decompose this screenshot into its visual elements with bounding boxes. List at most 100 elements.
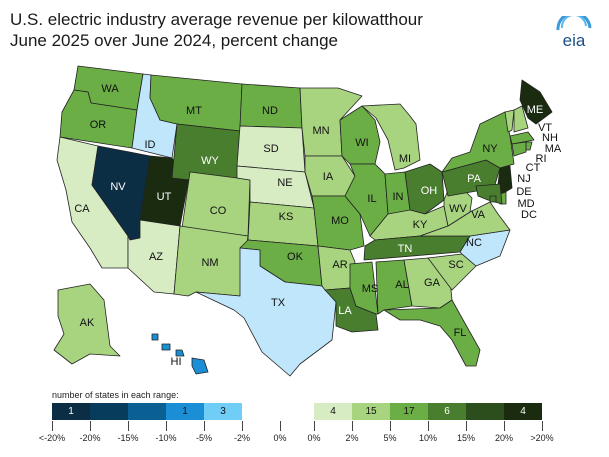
state-co — [181, 171, 251, 237]
legend-tick-mark — [504, 421, 505, 431]
state-label-nd: ND — [262, 105, 278, 117]
legend-tick-label: 0% — [273, 433, 287, 443]
legend-tick-mark — [314, 421, 315, 431]
legend-tick-label: -10% — [155, 433, 177, 443]
state-label-fl: FL — [454, 327, 467, 339]
legend-tick-mark — [166, 421, 167, 431]
state-label-la: LA — [338, 305, 352, 317]
state-label-dc: DC — [521, 209, 537, 221]
legend-box-3: 1 — [166, 403, 204, 420]
eia-logo: eia — [556, 16, 592, 50]
legend-box-6: 15 — [352, 403, 390, 420]
legend-box-1 — [90, 403, 128, 420]
map-title-line1: U.S. electric industry average revenue p… — [10, 10, 423, 29]
state-tx — [195, 247, 337, 377]
state-label-ia: IA — [323, 171, 334, 183]
legend-tick-mark — [466, 421, 467, 431]
legend-box-2 — [128, 403, 166, 420]
state-dc — [489, 195, 497, 203]
state-ks — [247, 201, 319, 247]
state-ma — [509, 131, 535, 145]
state-label-ky: KY — [413, 219, 428, 231]
state-label-ny: NY — [482, 143, 498, 155]
legend-tick-mark — [204, 421, 205, 431]
state-label-vt: VT — [538, 122, 552, 134]
state-al — [375, 259, 413, 315]
state-label-ak: AK — [80, 317, 95, 329]
state-nj — [497, 165, 513, 195]
legend-tick-label: 15% — [456, 433, 476, 443]
legend-box-5: 4 — [314, 403, 352, 420]
legend-tick-mark — [280, 421, 281, 431]
legend-tick-label: 0% — [307, 433, 321, 443]
legend-tick-label: >20% — [530, 433, 554, 443]
state-label-ct: CT — [526, 162, 541, 174]
state-label-sc: SC — [448, 259, 463, 271]
legend-tick-label: 10% — [418, 433, 438, 443]
state-ct — [511, 141, 527, 157]
legend-tick-label: 5% — [383, 433, 397, 443]
state-label-wy: WY — [201, 155, 219, 167]
state-label-nh: NH — [542, 132, 558, 144]
state-label-wv: WV — [449, 203, 467, 215]
state-label-az: AZ — [149, 251, 163, 263]
state-label-md: MD — [517, 198, 534, 210]
state-fl — [383, 299, 481, 367]
state-label-oh: OH — [421, 185, 438, 197]
legend-tick-mark — [542, 421, 543, 431]
state-mi — [361, 103, 421, 171]
state-label-sd: SD — [263, 143, 278, 155]
legend-tick-mark — [428, 421, 429, 431]
state-label-or: OR — [90, 119, 107, 131]
state-label-tn: TN — [398, 243, 413, 255]
state-label-co: CO — [210, 205, 227, 217]
state-label-ga: GA — [424, 277, 441, 289]
logo-text: eia — [563, 31, 586, 50]
state-ms — [349, 261, 379, 315]
legend-tick-label: -2% — [233, 433, 251, 443]
legend-tick-mark — [390, 421, 391, 431]
state-label-nc: NC — [466, 237, 482, 249]
state-label-wi: WI — [355, 137, 368, 149]
state-label-mt: MT — [186, 105, 202, 117]
state-label-ut: UT — [157, 191, 172, 203]
state-ak — [53, 283, 121, 365]
state-label-nv: NV — [110, 181, 126, 193]
state-label-il: IL — [367, 193, 376, 205]
legend-tick-label: -15% — [117, 433, 139, 443]
legend-tick-mark — [52, 421, 53, 431]
map-title-line2: June 2025 over June 2024, percent change — [10, 31, 338, 50]
legend-tick-label: 20% — [494, 433, 514, 443]
state-label-ms: MS — [362, 283, 379, 295]
state-label-ks: KS — [279, 211, 294, 223]
state-label-pa: PA — [467, 173, 482, 185]
legend-title: number of states in each range: — [52, 390, 179, 400]
state-label-mn: MN — [312, 125, 329, 137]
state-label-mo: MO — [331, 215, 349, 227]
state-md — [475, 183, 503, 205]
legend-tick-label: -5% — [195, 433, 213, 443]
state-label-in: IN — [393, 191, 404, 203]
legend-tick-label: <-20% — [38, 433, 66, 443]
state-label-nm: NM — [201, 257, 218, 269]
state-ri — [525, 141, 533, 151]
state-label-ne: NE — [277, 177, 292, 189]
state-label-id: ID — [145, 139, 156, 151]
legend-tick-mark — [352, 421, 353, 431]
legend-tick-label: 2% — [345, 433, 359, 443]
state-label-ca: CA — [74, 203, 90, 215]
state-me — [519, 79, 553, 125]
state-label-ma: MA — [545, 143, 562, 155]
state-label-al: AL — [395, 279, 408, 291]
legend-box-0: 1 — [52, 403, 90, 420]
state-label-ri: RI — [536, 153, 547, 165]
state-label-va: VA — [471, 209, 486, 221]
legend-tick-mark — [128, 421, 129, 431]
legend-box-7: 17 — [390, 403, 428, 420]
state-label-hi: HI — [171, 356, 182, 368]
state-label-nj: NJ — [517, 173, 530, 185]
state-vt — [504, 109, 515, 133]
state-label-wa: WA — [101, 83, 119, 95]
legend-tick-mark — [90, 421, 91, 431]
